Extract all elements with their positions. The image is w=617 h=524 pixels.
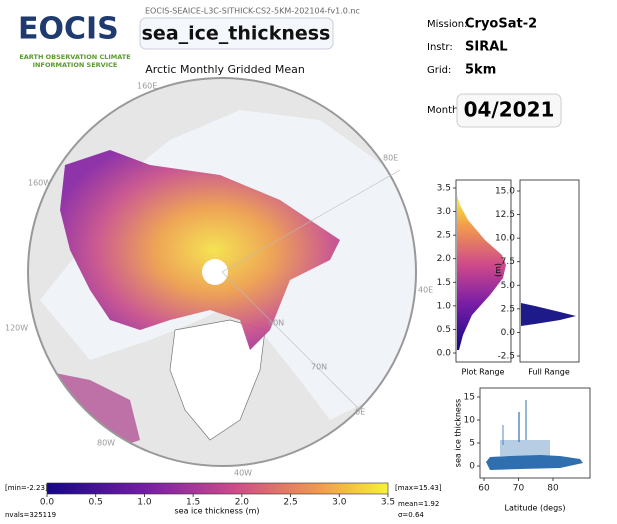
x-tick-label: 80	[547, 484, 559, 494]
y-tick-label: -2.5	[497, 352, 515, 362]
y-tick-label: 2.0	[437, 254, 452, 264]
map-label: 0E	[355, 408, 365, 417]
full-range-histogram	[521, 303, 576, 326]
colorbar-min: [min=-2.23]	[5, 484, 48, 492]
x-tick-label: 60	[478, 484, 490, 494]
y-tick-label: 0.0	[437, 349, 452, 359]
logo-subtitle: INFORMATION SERVICE	[33, 61, 118, 69]
plot-range-histogram	[457, 195, 506, 350]
x-axis-label: Latitude (degs)	[505, 504, 566, 513]
y-tick-label: 2.5	[437, 231, 451, 241]
full-range-axes	[519, 179, 580, 363]
info-label: Grid:	[427, 65, 451, 76]
info-value: 5km	[465, 63, 496, 78]
y-tick-label: 0.5	[437, 325, 451, 335]
y-tick-label: 10.0	[495, 234, 515, 244]
x-axis-label: Full Range	[528, 368, 570, 377]
month-box	[456, 93, 562, 128]
colorbar-max: [max=15.43]	[395, 484, 442, 492]
variable-box	[139, 17, 334, 50]
colorbar	[46, 482, 389, 495]
y-tick-label: 3.0	[437, 207, 452, 217]
colorbar-tick-label: 2.5	[283, 498, 297, 508]
colorbar-tick-label: 0.0	[40, 498, 55, 508]
y-tick-label: 5	[469, 439, 475, 449]
y-tick-label: 2.5	[501, 304, 515, 314]
colorbar-tick-label: 3.5	[381, 498, 395, 508]
map-label: 40W	[234, 469, 252, 478]
y-axis-label: sea ice thickness	[454, 399, 463, 467]
y-tick-label: 3.5	[437, 184, 451, 194]
y-tick-label: 15	[464, 393, 475, 403]
y-tick-label: 0.0	[501, 328, 516, 338]
colorbar-tick-label: 1.0	[137, 498, 152, 508]
variable: sea_ice_thickness	[142, 23, 331, 45]
colorbar-tick-label: 1.5	[186, 498, 200, 508]
colorbar-label: sea ice thickness (m)	[175, 507, 260, 516]
stat-nvals: nvals=325119	[5, 511, 56, 519]
info-value: SIRAL	[465, 40, 508, 55]
colorbar-tick-label: 0.5	[89, 498, 103, 508]
y-tick-label: 10	[464, 416, 476, 426]
y-tick-label: 1.0	[437, 301, 452, 311]
y-tick-label: 15.0	[495, 187, 515, 197]
map-label: 120W	[5, 324, 28, 333]
map-label: 80N	[268, 319, 284, 328]
map-label: 70N	[311, 363, 327, 372]
y-tick-label: 0	[469, 462, 475, 472]
colorbar-tick-label: 2.0	[235, 498, 250, 508]
info-label: Mission:	[427, 19, 467, 30]
info-label: Month:	[427, 105, 462, 116]
info-label: Instr:	[427, 42, 453, 53]
info-value: CryoSat-2	[465, 17, 537, 32]
month: 04/2021	[464, 98, 555, 122]
scatter-points	[486, 400, 583, 470]
map-label: 80W	[97, 439, 115, 448]
colorbar-tick-label: 3.0	[332, 498, 347, 508]
x-tick-label: 70	[513, 484, 525, 494]
y-tick-label: 7.5	[501, 257, 515, 267]
logo-subtitle: EARTH OBSERVATION CLIMATE	[19, 53, 130, 61]
y-tick-label: 12.5	[495, 210, 515, 220]
stat-sigma: σ=0.64	[398, 511, 424, 519]
stat-mean: mean=1.92	[398, 500, 439, 508]
filename: EOCIS-SEAICE-L3C-SITHICK-CS2-5KM-202104-…	[145, 7, 360, 16]
y-tick-label: 1.5	[437, 278, 451, 288]
map-label: 160W	[28, 179, 51, 188]
x-axis-label: Plot Range	[462, 368, 505, 377]
map-title: Arctic Monthly Gridded Mean	[145, 63, 305, 76]
y-tick-label: 5.0	[501, 281, 516, 291]
map-label: 40E	[418, 286, 433, 295]
y-axis-label: (m)	[494, 263, 503, 277]
map-label: 160E	[137, 82, 157, 91]
map-label: 80E	[383, 154, 398, 163]
logo-title: EOCIS	[18, 12, 119, 47]
